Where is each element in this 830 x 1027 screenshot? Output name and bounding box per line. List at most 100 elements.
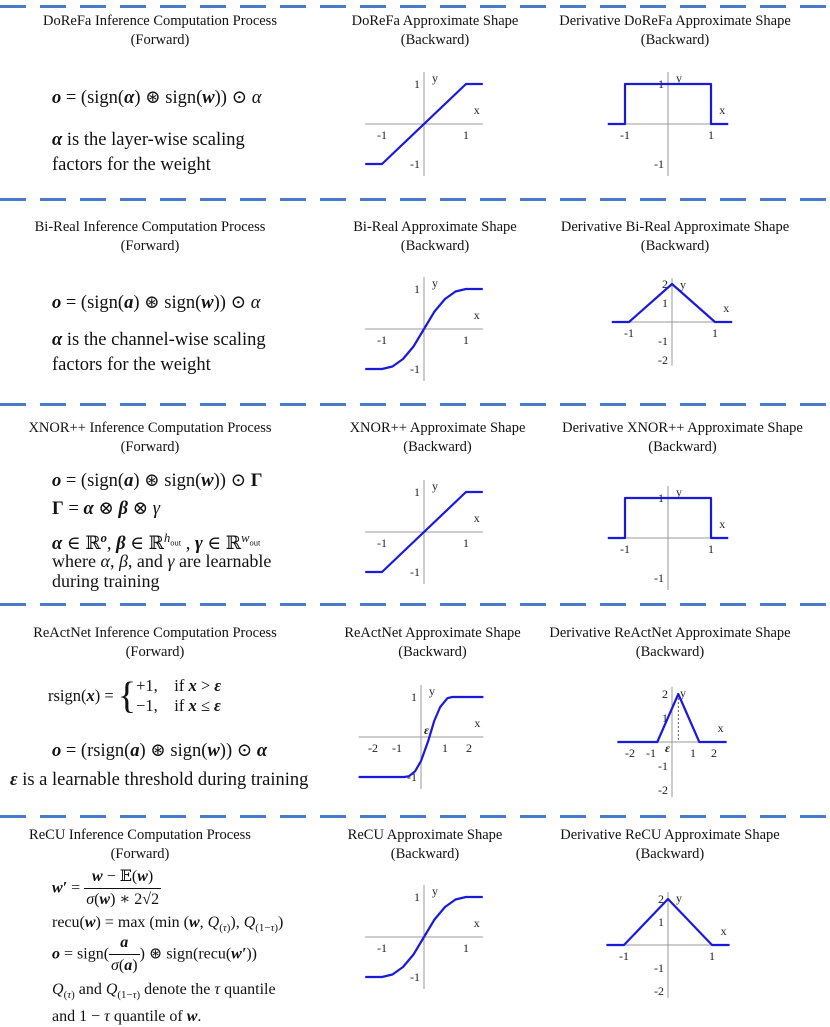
y-tick-label: -1: [410, 157, 420, 171]
curve-line: [606, 897, 730, 947]
y-tick-label: -1: [654, 571, 664, 585]
title-inference-recu: ReCU Inference Computation Process (Forwa…: [29, 827, 251, 862]
x-axis-label: x: [723, 301, 729, 315]
title-derivative-bireal: Derivative Bi-Real Approximate Shape (Bac…: [560, 219, 790, 254]
x-tick-label: 1: [463, 536, 469, 550]
y-tick-label: 1: [662, 711, 668, 725]
formula-recu-note: Q(τ) and Q(1−τ) denote the τ quantile and…: [52, 981, 276, 1026]
x-axis-label: x: [474, 716, 480, 730]
x-axis-label: x: [474, 511, 480, 525]
x-axis-label: x: [474, 916, 480, 930]
section-separator: [0, 603, 830, 606]
formula-dorefa-note: α is the layer-wise scaling factors for t…: [52, 130, 245, 175]
y-tick-label: -2: [658, 353, 668, 367]
y-tick-label: 2: [662, 277, 668, 291]
section-separator: [0, 5, 830, 8]
x-tick-label: 1: [708, 128, 714, 142]
section-separator: [0, 198, 830, 201]
y-tick-label: -1: [407, 770, 417, 784]
y-tick-label: 2: [658, 892, 664, 906]
y-tick-label: -1: [410, 970, 420, 984]
title-derivative-dorefa: Derivative DoReFa Approximate Shape (Back…: [559, 13, 791, 48]
y-tick-label: -2: [658, 783, 668, 797]
y-axis-label: y: [432, 884, 438, 898]
curve-line: [365, 895, 483, 979]
curve-line: [365, 82, 483, 166]
x-tick-label: 1: [463, 333, 469, 347]
y-axis-label: y: [680, 277, 686, 291]
x-tick-label: -1: [646, 746, 656, 760]
x-axis-label: x: [474, 308, 480, 322]
title-derivative-recu: Derivative ReCU Approximate Shape (Backwa…: [560, 827, 780, 862]
y-tick-label: -1: [654, 157, 664, 171]
x-axis-label: x: [721, 924, 727, 938]
formula-recu-clip: recu(w) = max (min (w, Q(τ)), Q(1−τ)): [52, 914, 284, 935]
x-tick-label: -1: [620, 128, 630, 142]
y-axis-label: y: [676, 71, 682, 85]
x-axis-label: x: [719, 103, 725, 117]
x-tick-label: -1: [392, 741, 402, 755]
x-tick-label: 1: [708, 542, 714, 556]
formula-xnor-note: where α, β, and γ are learnable during tr…: [52, 551, 272, 591]
title-inference-dorefa: DoReFa Inference Computation Process (For…: [43, 13, 277, 48]
formula-bireal-note: α is the channel-wise scaling factors for…: [52, 330, 266, 375]
y-tick-label: -1: [410, 565, 420, 579]
x-tick-label: 1: [463, 941, 469, 955]
x-tick-label: -1: [377, 128, 387, 142]
y-tick-label: 1: [658, 915, 664, 929]
curve-line: [365, 287, 483, 371]
x-tick-label: -1: [619, 949, 629, 963]
x-tick-label: -2: [368, 741, 378, 755]
x-tick-label: 2: [466, 741, 472, 755]
curve-line: [358, 695, 484, 779]
y-axis-label: y: [429, 684, 435, 698]
title-shape-recu: ReCU Approximate Shape (Backward): [347, 827, 503, 862]
x-tick-label: 1: [442, 741, 448, 755]
title-inference-reactnet: ReActNet Inference Computation Process (F…: [33, 625, 277, 660]
x-tick-label: 1: [712, 326, 718, 340]
y-tick-label: 1: [411, 690, 417, 704]
x-axis-label: x: [719, 517, 725, 531]
formula-reactnet-output: o = (rsign(a) ⊛ sign(w)) ⊙ α: [52, 741, 268, 761]
x-tick-label: 1: [690, 746, 696, 760]
epsilon-label: ε: [665, 741, 670, 755]
y-tick-label: 2: [662, 687, 668, 701]
curve-line: [607, 82, 729, 126]
y-tick-label: -2: [654, 984, 664, 998]
x-tick-label: -1: [620, 542, 630, 556]
curve-line: [365, 490, 483, 574]
x-tick-label: -1: [624, 326, 634, 340]
title-derivative-reactnet: Derivative ReActNet Approximate Shape (Ba…: [549, 625, 791, 660]
x-tick-label: 1: [463, 128, 469, 142]
y-tick-label: 1: [658, 77, 664, 91]
title-shape-reactnet: ReActNet Approximate Shape (Backward): [344, 625, 521, 660]
x-tick-label: -1: [377, 536, 387, 550]
formula-xnor-domain: α ∈ ℝo, β ∈ ℝhout , γ ∈ ℝwout: [52, 531, 261, 555]
y-tick-label: 1: [414, 77, 420, 91]
title-shape-bireal: Bi-Real Approximate Shape (Backward): [353, 219, 517, 254]
y-tick-label: -1: [658, 334, 668, 348]
y-tick-label: 1: [662, 296, 668, 310]
y-tick-label: 1: [414, 485, 420, 499]
y-axis-label: y: [676, 485, 682, 499]
formula-recu-normalize: w′ = w − 𝔼(w) σ(w) ∗ 2√2: [52, 868, 162, 908]
formula-reactnet-rsign: rsign(x) = {+1, if x > ε −1, if x ≤ ε: [48, 675, 222, 717]
title-inference-xnor: XNOR++ Inference Computation Process (For…: [28, 420, 272, 455]
curve-line: [607, 496, 729, 540]
y-axis-label: y: [432, 276, 438, 290]
title-inference-bireal: Bi-Real Inference Computation Process (Fo…: [34, 219, 266, 254]
y-tick-label: 1: [414, 282, 420, 296]
x-tick-label: -1: [377, 941, 387, 955]
curve-line: [611, 282, 733, 324]
y-axis-label: y: [432, 71, 438, 85]
section-separator: [0, 403, 830, 406]
formula-dorefa-output: o = (sign(α) ⊛ sign(w)) ⊙ α: [52, 88, 262, 108]
y-tick-label: -1: [654, 961, 664, 975]
x-tick-label: 1: [709, 949, 715, 963]
title-derivative-xnor: Derivative XNOR++ Approximate Shape (Back…: [562, 420, 803, 455]
epsilon-label: ε: [424, 723, 429, 737]
formula-recu-output: o = sign(a σ(a)) ⊛ sign(recu(w′)): [52, 934, 257, 974]
y-axis-label: y: [680, 686, 686, 700]
x-tick-label: 2: [711, 746, 717, 760]
y-axis-label: y: [432, 479, 438, 493]
